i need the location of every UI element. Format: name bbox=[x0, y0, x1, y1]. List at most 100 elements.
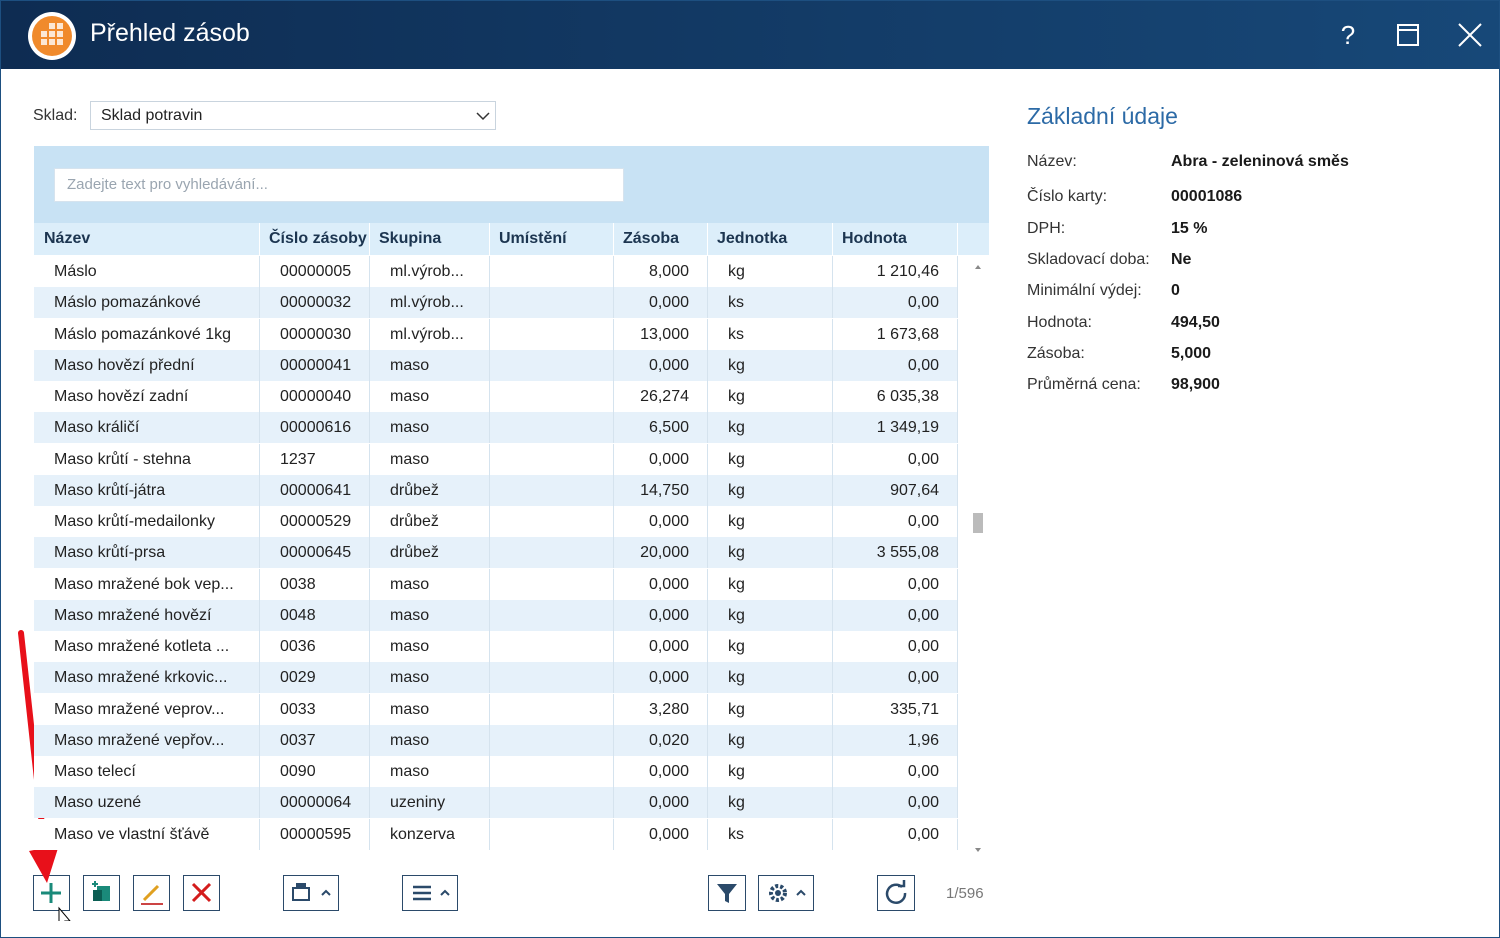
table-cell bbox=[490, 787, 614, 819]
table-cell: maso bbox=[370, 724, 490, 756]
table-cell: Maso uzené bbox=[34, 787, 260, 819]
table-cell: Maso telecí bbox=[34, 756, 260, 787]
table-cell: 0,000 bbox=[614, 568, 708, 600]
table-row: Máslo 00000005 ml.výrob... 8,000 kg 1 210,46 bbox=[34, 256, 958, 287]
table-cell: kg bbox=[708, 412, 833, 444]
table-cell: 3,280 bbox=[614, 693, 708, 725]
table-cell: Maso mražené vepřov... bbox=[34, 724, 260, 756]
table-cell: 335,71 bbox=[833, 693, 958, 725]
scrollbar[interactable] bbox=[958, 255, 989, 862]
table-cell: 1 673,68 bbox=[833, 318, 958, 350]
filter-label: Sklad: bbox=[33, 107, 78, 124]
table-cell: drůbež bbox=[370, 506, 490, 537]
table-cell bbox=[490, 631, 614, 662]
warehouse-select[interactable]: Sklad potravin bbox=[90, 101, 496, 130]
table-row: Maso mražené vepřov... 0037 maso 0,020 kg 1,9… bbox=[34, 724, 958, 756]
column-header: Hodnota bbox=[833, 223, 958, 255]
table-cell bbox=[490, 724, 614, 756]
table-cell: 26,274 bbox=[614, 381, 708, 412]
field-value: 00001086 bbox=[1171, 188, 1243, 205]
table-cell: Maso hovězí zadní bbox=[34, 381, 260, 412]
table-row: Maso krůtí-játra 00000641 drůbež 14,750 kg 90… bbox=[34, 474, 958, 506]
svg-text:?: ? bbox=[1341, 20, 1355, 50]
field-value: 5,000 bbox=[1171, 345, 1212, 362]
table-cell: uzeniny bbox=[370, 787, 490, 819]
table-cell: ks bbox=[708, 287, 833, 319]
settings-button[interactable] bbox=[758, 875, 814, 911]
table-cell: 0,000 bbox=[614, 631, 708, 662]
table-cell: 0,000 bbox=[614, 599, 708, 631]
table-row: Máslo pomazánkové 00000032 ml.výrob... 0,00… bbox=[34, 287, 958, 319]
table-cell: 13,000 bbox=[614, 318, 708, 350]
partial-row bbox=[34, 856, 958, 862]
table-cell: maso bbox=[370, 443, 490, 475]
table-cell: maso bbox=[370, 349, 490, 381]
table-cell: kg bbox=[708, 506, 833, 537]
table-row: Maso mražené hovězí 0048 maso 0,000 kg 0,00 bbox=[34, 599, 958, 631]
column-header: Zásoba bbox=[614, 223, 708, 255]
table-cell: 0,000 bbox=[614, 818, 708, 850]
table-cell: 00000616 bbox=[260, 412, 370, 444]
table-cell: Máslo pomazánkové 1kg bbox=[34, 318, 260, 350]
edit-button[interactable] bbox=[133, 875, 170, 911]
table-cell: kg bbox=[708, 256, 833, 287]
table-row: Maso králičí 00000616 maso 6,500 kg 1 349,19 bbox=[34, 412, 958, 444]
search-input[interactable]: Zadejte text pro vyhledávání... bbox=[54, 168, 624, 202]
dropdown-arrow bbox=[476, 112, 490, 121]
field-value: 15 % bbox=[1171, 220, 1208, 237]
menu-button[interactable] bbox=[402, 875, 458, 911]
table-cell bbox=[490, 537, 614, 569]
table-cell: 3 555,08 bbox=[833, 537, 958, 569]
window-controls[interactable]: ? bbox=[1331, 16, 1491, 56]
table-cell: 0029 bbox=[260, 662, 370, 694]
table-row: Maso krůtí-prsa 00000645 drůbež 20,000 kg 3 5… bbox=[34, 537, 958, 569]
field-label: Zásoba: bbox=[1027, 345, 1085, 362]
table-cell: 0,00 bbox=[833, 287, 958, 319]
table-cell bbox=[490, 349, 614, 381]
column-header: Jednotka bbox=[708, 223, 833, 255]
table-cell: 00000595 bbox=[260, 818, 370, 850]
table-cell: kg bbox=[708, 599, 833, 631]
refresh-button[interactable] bbox=[877, 875, 915, 911]
delete-button[interactable] bbox=[183, 875, 220, 911]
table-cell: ml.výrob... bbox=[370, 287, 490, 319]
table-cell: 00000005 bbox=[260, 256, 370, 287]
table-cell: 1 210,46 bbox=[833, 256, 958, 287]
table-row: Maso mražené bok vep... 0038 maso 0,000 kg 0,… bbox=[34, 568, 958, 600]
table-cell: 00000529 bbox=[260, 506, 370, 537]
copy-button[interactable] bbox=[83, 875, 120, 911]
table-cell: 0,000 bbox=[614, 506, 708, 537]
field-value: Ne bbox=[1171, 251, 1192, 268]
column-header: Skupina bbox=[370, 223, 490, 255]
add-button[interactable] bbox=[33, 875, 70, 911]
table-cell: 907,64 bbox=[833, 474, 958, 506]
table-row: Maso telecí 0090 maso 0,000 kg 0,00 bbox=[34, 756, 958, 787]
table-cell: maso bbox=[370, 599, 490, 631]
table-cell bbox=[490, 568, 614, 600]
print-button[interactable] bbox=[283, 875, 339, 911]
table-cell: 1237 bbox=[260, 443, 370, 475]
field-value: Abra - zeleninová směs bbox=[1171, 153, 1349, 170]
table-cell: 1 349,19 bbox=[833, 412, 958, 444]
header-filler bbox=[958, 223, 989, 255]
table-cell bbox=[490, 318, 614, 350]
table-cell: kg bbox=[708, 631, 833, 662]
table-cell: Máslo bbox=[34, 256, 260, 287]
table-cell: Maso krůtí-medailonky bbox=[34, 506, 260, 537]
table-cell: 00000641 bbox=[260, 474, 370, 506]
table-cell: 0,00 bbox=[833, 349, 958, 381]
details-title: Základní údaje bbox=[1027, 103, 1178, 129]
table-cell: Maso mražené hovězí bbox=[34, 599, 260, 631]
table-cell: 0,00 bbox=[833, 787, 958, 819]
table-cell: 0,00 bbox=[833, 506, 958, 537]
table-row: Maso mražené kotleta ... 0036 maso 0,000 kg 0… bbox=[34, 631, 958, 662]
table-cell: 14,750 bbox=[614, 474, 708, 506]
table-cell: 00000040 bbox=[260, 381, 370, 412]
table-cell: konzerva bbox=[370, 818, 490, 850]
field-value: 494,50 bbox=[1171, 314, 1220, 331]
field-label: Minimální výdej: bbox=[1027, 282, 1142, 299]
table-cell bbox=[490, 412, 614, 444]
filter-button[interactable] bbox=[708, 875, 746, 911]
table-cell: 0,000 bbox=[614, 756, 708, 787]
